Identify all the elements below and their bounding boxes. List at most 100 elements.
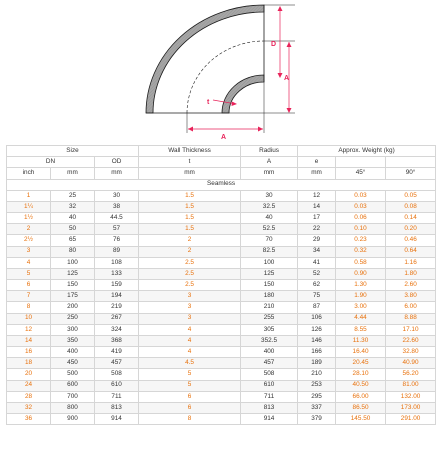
centerline-arc bbox=[186, 40, 265, 114]
cell-inch: 5 bbox=[6, 267, 51, 281]
cell-radius-a: 210 bbox=[240, 301, 299, 314]
cell-weight-90: 8.88 bbox=[385, 312, 437, 325]
dimension-d-arrow-bottom bbox=[277, 73, 283, 78]
cell-radius-a: 40 bbox=[240, 212, 299, 225]
cell-e-mm: 146 bbox=[297, 334, 337, 348]
unit-mm-dn: mm bbox=[50, 167, 95, 180]
cell-radius-a: 180 bbox=[240, 290, 299, 303]
cell-radius-a: 52.5 bbox=[240, 223, 299, 236]
cell-weight-45: 8.55 bbox=[335, 323, 387, 336]
cell-od-mm: 419 bbox=[93, 346, 140, 359]
cell-weight-45: 0.58 bbox=[335, 256, 387, 269]
cell-wall-thickness: 2 bbox=[138, 245, 242, 258]
cell-wall-thickness: 1.5 bbox=[138, 200, 242, 214]
cell-inch: 14 bbox=[6, 334, 51, 348]
cell-dn-mm: 50 bbox=[50, 223, 95, 236]
header-a: A bbox=[240, 156, 299, 169]
cell-weight-45: 0.03 bbox=[335, 200, 387, 214]
unit-mm-t: mm bbox=[138, 167, 242, 180]
cell-radius-a: 508 bbox=[240, 368, 299, 381]
cell-radius-a: 813 bbox=[240, 401, 299, 415]
unit-mm-od: mm bbox=[93, 167, 140, 180]
cell-radius-a: 457 bbox=[240, 357, 299, 370]
cell-inch: 1 bbox=[6, 189, 51, 202]
cell-od-mm: 159 bbox=[93, 279, 140, 292]
cell-weight-90: 132.00 bbox=[385, 390, 437, 403]
cell-inch: 16 bbox=[6, 346, 51, 359]
cell-dn-mm: 900 bbox=[50, 413, 95, 426]
cell-dn-mm: 450 bbox=[50, 357, 95, 370]
cell-inch: 3 bbox=[6, 245, 51, 258]
table-row: 7 175 194 3 180 75 1.90 3.80 bbox=[6, 290, 437, 303]
cell-inch: 2 bbox=[6, 223, 51, 236]
cell-dn-mm: 125 bbox=[50, 267, 95, 281]
dimension-d-arrow-top bbox=[277, 6, 283, 11]
cell-inch: 32 bbox=[6, 401, 51, 415]
table-row: 36 900 914 8 914 379 145.50 291.00 bbox=[6, 413, 437, 426]
cell-inch: 20 bbox=[6, 368, 51, 381]
cell-wall-thickness: 4.5 bbox=[138, 357, 242, 370]
cell-e-mm: 34 bbox=[297, 245, 337, 258]
cell-inch: 18 bbox=[6, 357, 51, 370]
header-row-1: Size Wall Thickness Radius Approx. Weigh… bbox=[5, 144, 437, 158]
cell-dn-mm: 400 bbox=[50, 346, 95, 359]
cell-dn-mm: 350 bbox=[50, 334, 95, 348]
cell-od-mm: 194 bbox=[93, 290, 140, 303]
cell-radius-a: 150 bbox=[240, 279, 299, 292]
cell-inch: 7 bbox=[6, 290, 51, 303]
cell-weight-90: 17.10 bbox=[385, 323, 437, 336]
cell-dn-mm: 200 bbox=[50, 301, 95, 314]
cell-od-mm: 610 bbox=[93, 379, 140, 392]
cell-radius-a: 70 bbox=[240, 234, 299, 247]
cell-inch: 8 bbox=[6, 301, 51, 314]
cell-wall-thickness: 1.5 bbox=[138, 223, 242, 236]
cell-weight-90: 0.20 bbox=[385, 223, 437, 236]
cell-weight-90: 22.60 bbox=[385, 334, 437, 348]
cell-od-mm: 813 bbox=[93, 401, 140, 415]
dimension-a-horizontal-label: A bbox=[221, 134, 226, 141]
cell-weight-90: 56.20 bbox=[385, 368, 437, 381]
cell-weight-45: 145.50 bbox=[335, 413, 387, 426]
cell-dn-mm: 300 bbox=[50, 323, 95, 336]
cell-radius-a: 610 bbox=[240, 379, 299, 392]
dimension-t-label: t bbox=[207, 99, 210, 106]
header-45-degree: 45° bbox=[335, 167, 387, 180]
cell-inch: 24 bbox=[6, 379, 51, 392]
cell-wall-thickness: 8 bbox=[138, 413, 242, 426]
cell-weight-45: 0.06 bbox=[335, 212, 387, 225]
cell-radius-a: 30 bbox=[240, 189, 299, 202]
cell-wall-thickness: 3 bbox=[138, 301, 242, 314]
cell-wall-thickness: 2.5 bbox=[138, 267, 242, 281]
cell-od-mm: 44.5 bbox=[93, 212, 140, 225]
header-90-degree: 90° bbox=[385, 167, 437, 180]
cell-od-mm: 711 bbox=[93, 390, 140, 403]
cell-e-mm: 337 bbox=[297, 401, 337, 415]
table-row: 18 450 457 4.5 457 189 20.45 40.90 bbox=[6, 357, 437, 370]
unit-inch: inch bbox=[6, 167, 51, 180]
header-approx-weight: Approx. Weight (kg) bbox=[297, 144, 437, 158]
cell-od-mm: 89 bbox=[93, 245, 140, 258]
cell-inch: 36 bbox=[6, 413, 51, 426]
table-row: 20 500 508 5 508 210 28.10 56.20 bbox=[6, 368, 437, 381]
cell-weight-90: 6.00 bbox=[385, 301, 437, 314]
cell-dn-mm: 32 bbox=[50, 200, 95, 214]
cell-e-mm: 75 bbox=[297, 290, 337, 303]
dimension-a-horizontal-arrow-right bbox=[258, 126, 263, 132]
dimension-a-vertical-label: A bbox=[284, 75, 289, 82]
cell-od-mm: 30 bbox=[93, 189, 140, 202]
cell-e-mm: 166 bbox=[297, 346, 337, 359]
cell-weight-90: 81.00 bbox=[385, 379, 437, 392]
cell-e-mm: 295 bbox=[297, 390, 337, 403]
header-blank-45 bbox=[335, 156, 387, 169]
elbow-wall-section bbox=[145, 4, 265, 114]
cell-weight-45: 0.23 bbox=[335, 234, 387, 247]
cell-wall-thickness: 3 bbox=[138, 312, 242, 325]
cell-e-mm: 12 bbox=[297, 189, 337, 202]
cell-od-mm: 38 bbox=[93, 200, 140, 214]
header-dn: DN bbox=[6, 156, 95, 169]
cell-dn-mm: 250 bbox=[50, 312, 95, 325]
cell-weight-90: 173.00 bbox=[385, 401, 437, 415]
dimension-a-horizontal-arrow-left bbox=[188, 126, 193, 132]
cell-radius-a: 32.5 bbox=[240, 200, 299, 214]
header-radius: Radius bbox=[240, 144, 299, 158]
